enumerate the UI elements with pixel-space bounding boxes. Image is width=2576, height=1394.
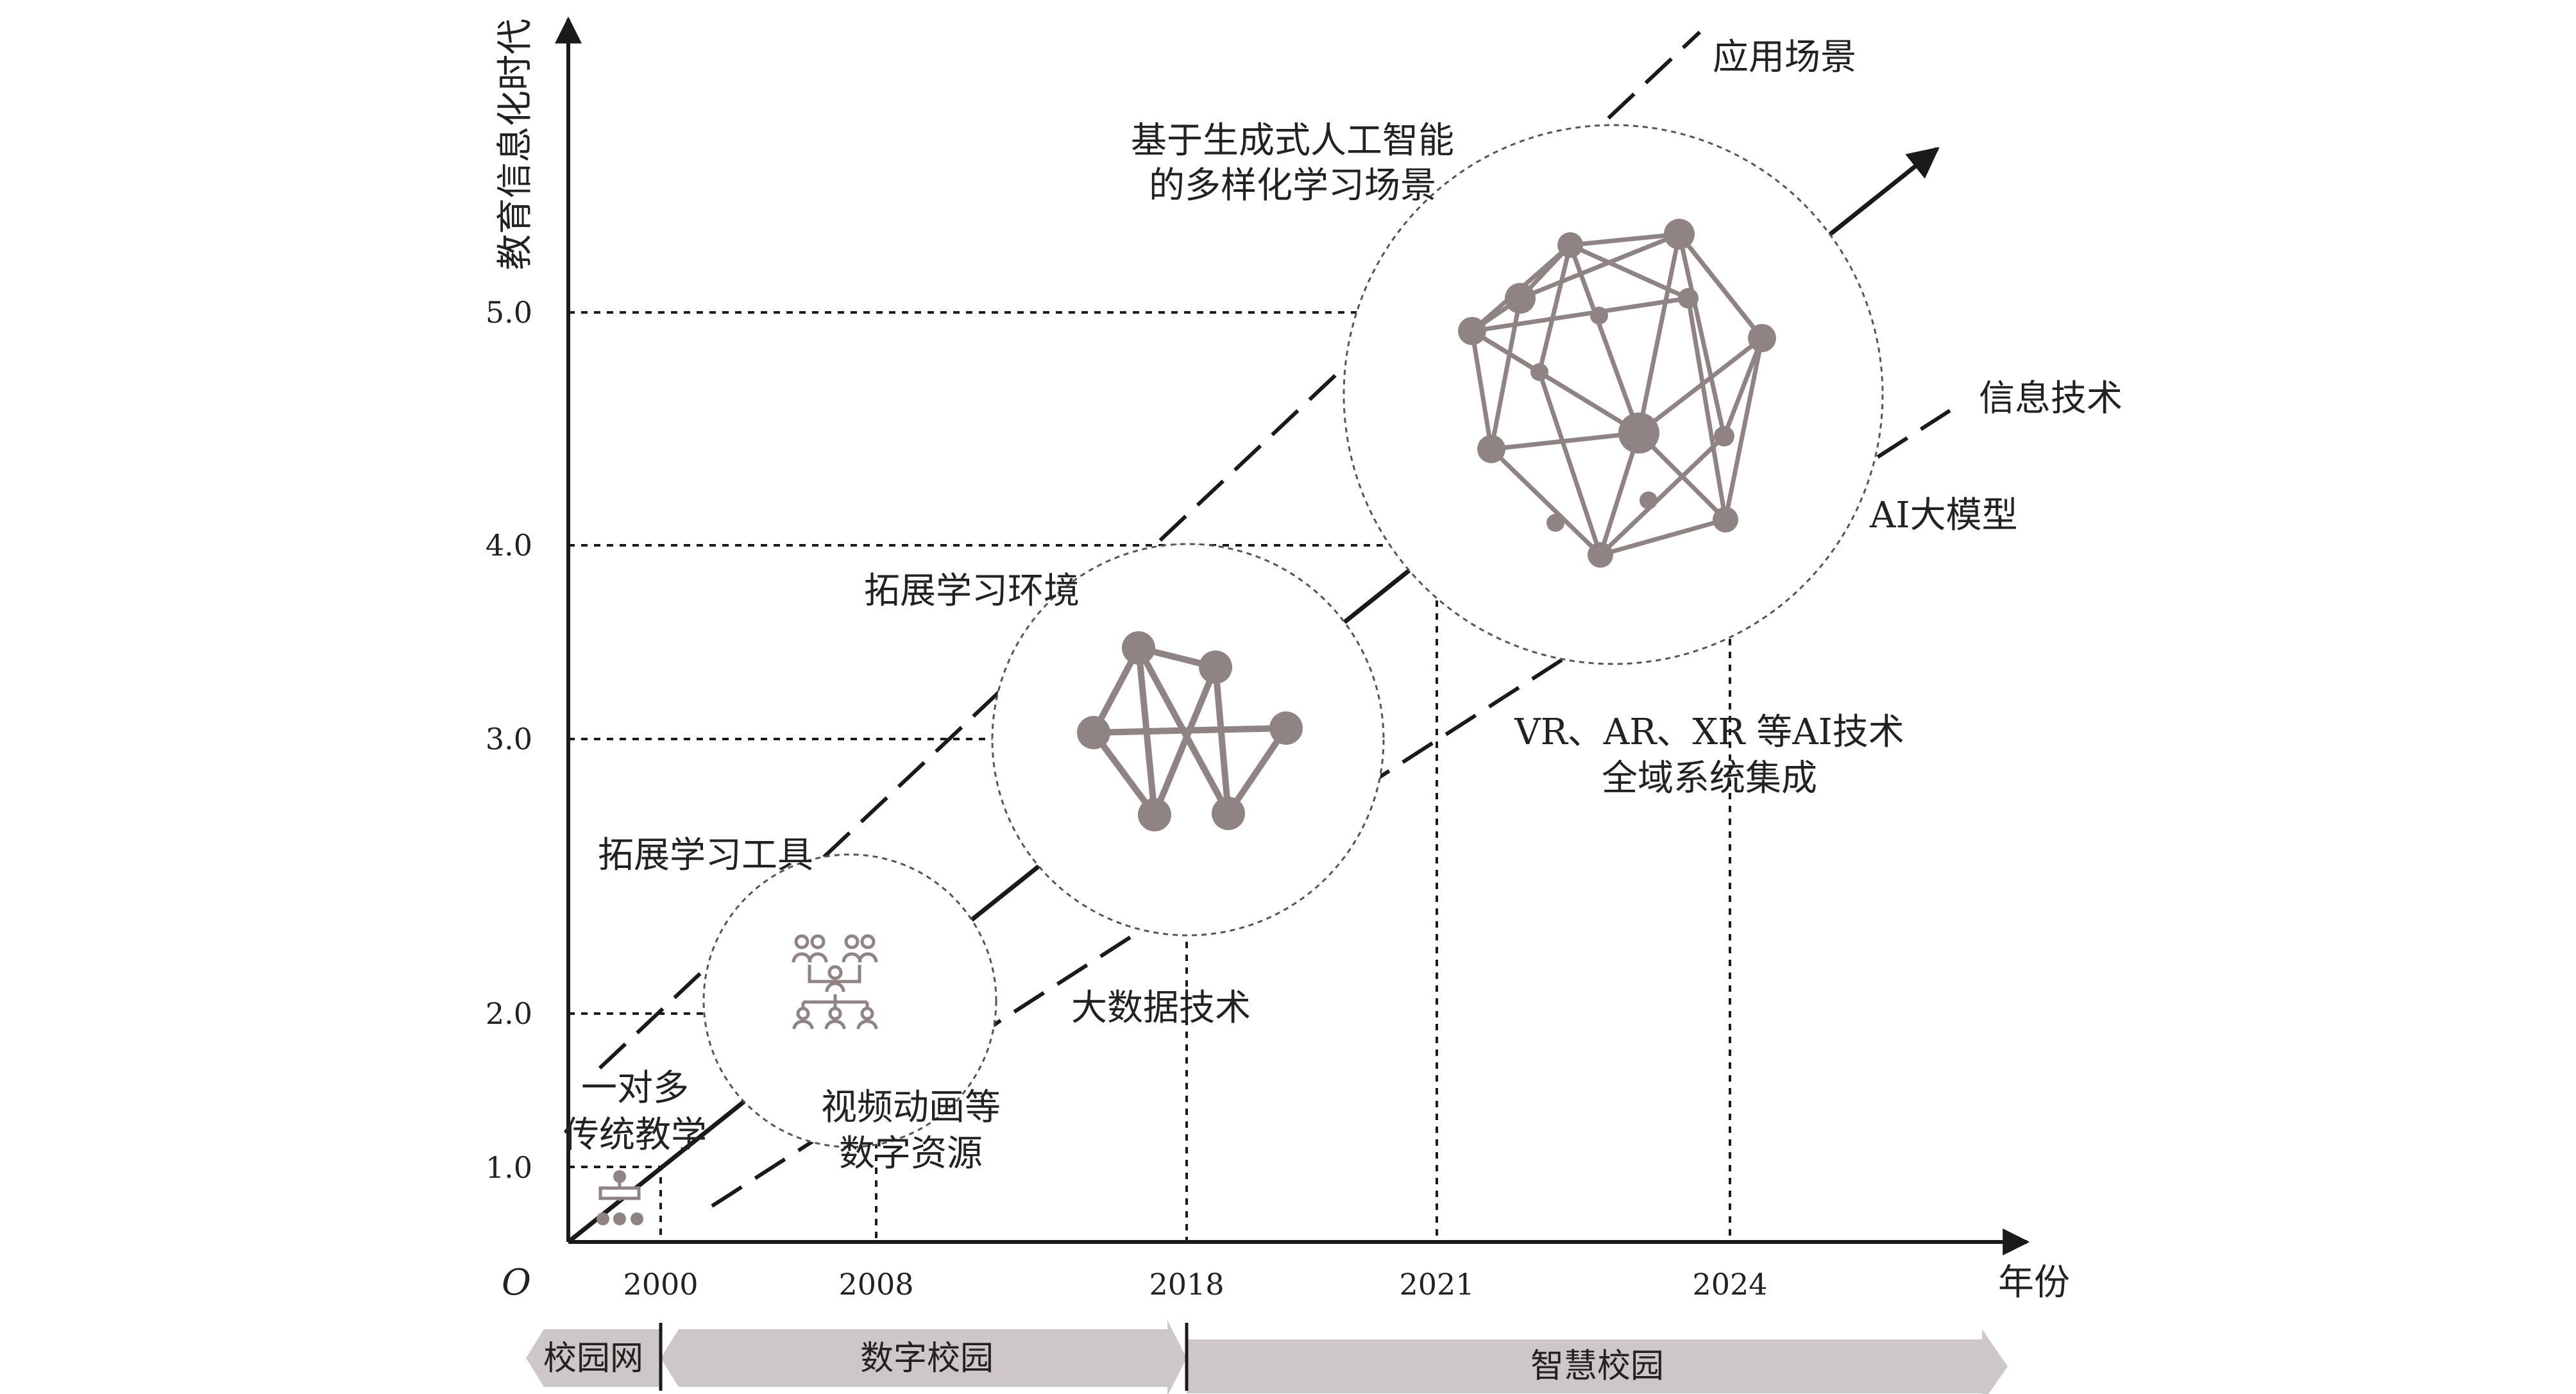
x-tick-label: 2018: [1149, 1267, 1224, 1302]
polyhedron-network-icon: [1458, 219, 1776, 568]
stage-4-top-1: 基于生成式人工智能: [1131, 120, 1454, 162]
y-tick-label: 1.0: [486, 1150, 532, 1185]
era-band-campus-network: [526, 1329, 661, 1387]
y-tick-label: 4.0: [486, 528, 532, 563]
y-tick-label: 5.0: [486, 295, 532, 330]
era-band-digital-campus: [661, 1320, 1187, 1394]
stage-3-bottom: 大数据技术: [1071, 987, 1251, 1029]
guide-2024: [568, 311, 1731, 1242]
stage-2-bottom-2: 数字资源: [839, 1133, 983, 1175]
stage-4-bottom-2: 全域系统集成: [1602, 758, 1817, 799]
upper-line-label: 应用场景: [1713, 37, 1856, 78]
stage-2-top: 拓展学习工具: [598, 835, 813, 876]
star-network-icon: [1077, 631, 1303, 831]
hierarchy-icon: [597, 1170, 643, 1225]
era-label: 校园网: [543, 1339, 643, 1378]
x-tick-label: 2000: [623, 1267, 698, 1302]
x-tick-labels: 2000 2008 2018 2021 2024: [623, 1267, 1767, 1302]
era-band: [526, 1320, 2008, 1394]
stage-1-top: 一对多: [581, 1067, 689, 1109]
org-chart-icon: [792, 934, 878, 1030]
x-axis-title: 年份: [1998, 1262, 2070, 1304]
stage-circles: [702, 124, 1884, 1148]
y-tick-labels: 1.0 2.0 3.0 4.0 5.0: [486, 295, 532, 1185]
era-dividers: [659, 1323, 1189, 1391]
era-label: 数字校园: [860, 1339, 994, 1378]
stage-3-top: 拓展学习环境: [864, 570, 1080, 612]
y-axis-title: 教育信息化时代: [495, 19, 536, 270]
y-tick-label: 2.0: [486, 996, 532, 1031]
stage-4-side: AI大模型: [1869, 495, 2018, 536]
era-band-smart-campus: [1187, 1329, 2008, 1394]
stage-4-top-2: 的多样化学习场景: [1149, 165, 1436, 207]
stage-circle-4: [1343, 124, 1884, 665]
stage-1-bottom: 传统教学: [563, 1114, 707, 1156]
stage-2-bottom-1: 视频动画等: [821, 1087, 1001, 1128]
y-tick-label: 3.0: [486, 722, 532, 756]
era-label: 智慧校园: [1530, 1347, 1664, 1386]
lower-line-label: 信息技术: [1979, 378, 2123, 420]
axes: [555, 16, 2030, 1255]
stage-4-bottom-1: VR、AR、XR 等AI技术: [1514, 711, 1904, 753]
x-tick-label: 2008: [838, 1267, 913, 1302]
x-tick-label: 2021: [1399, 1267, 1474, 1302]
x-tick-label: 2024: [1692, 1267, 1767, 1302]
origin-label: O: [502, 1262, 531, 1304]
